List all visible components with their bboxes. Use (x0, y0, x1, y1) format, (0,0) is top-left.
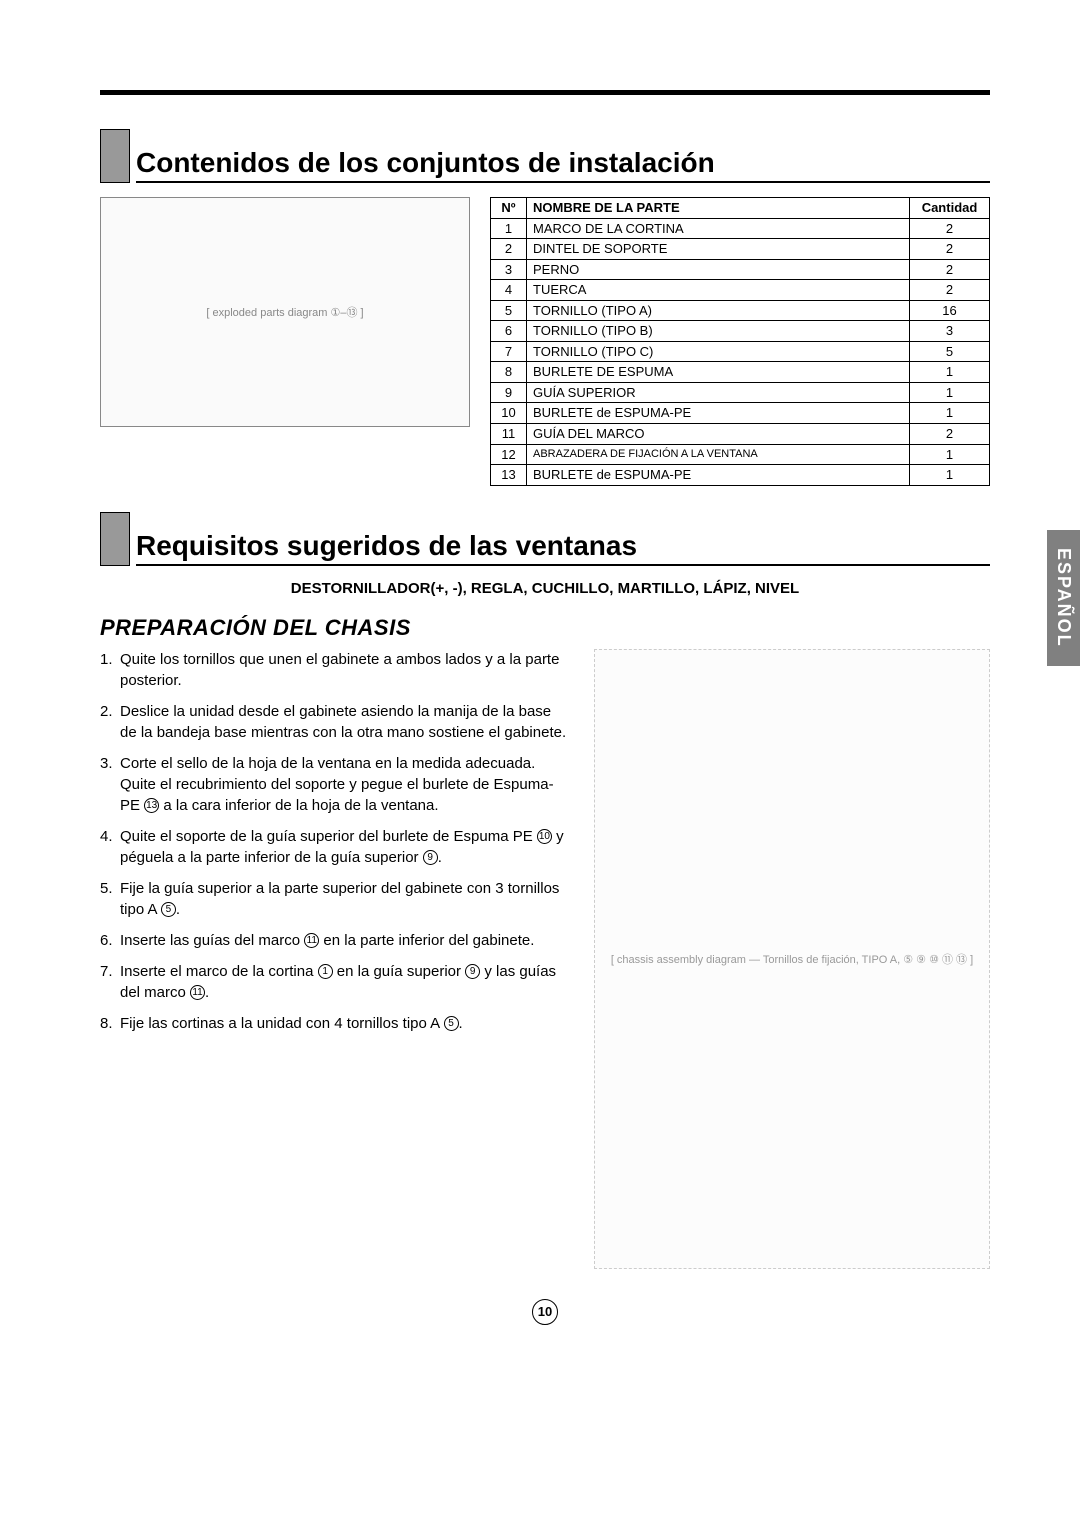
cell-num: 1 (491, 218, 527, 239)
ref-circled-11: 11 (304, 933, 319, 948)
instruction-step: Deslice la unidad desde el gabinete asie… (100, 701, 570, 743)
instruction-step: Quite los tornillos que unen el gabinete… (100, 649, 570, 691)
ref-circled-11: 11 (190, 985, 205, 1000)
section1-title: Contenidos de los conjuntos de instalaci… (136, 147, 990, 179)
cell-num: 2 (491, 239, 527, 260)
page-number: 10 (532, 1299, 558, 1325)
table-row: 10BURLETE de ESPUMA-PE1 (491, 403, 990, 424)
chassis-subheading: PREPARACIÓN DEL CHASIS (100, 615, 990, 641)
cell-name: GUÍA SUPERIOR (527, 382, 910, 403)
cell-qty: 1 (910, 362, 990, 383)
top-rule (100, 90, 990, 95)
section2-tab (100, 512, 130, 566)
cell-qty: 2 (910, 280, 990, 301)
instructions: Quite los tornillos que unen el gabinete… (100, 649, 570, 1269)
cell-name: MARCO DE LA CORTINA (527, 218, 910, 239)
cell-name: TORNILLO (TIPO A) (527, 300, 910, 321)
cell-name: TUERCA (527, 280, 910, 301)
section2-title-wrap: Requisitos sugeridos de las ventanas (136, 530, 990, 566)
language-side-tab: ESPAÑOL (1047, 530, 1080, 666)
table-row: 5TORNILLO (TIPO A)16 (491, 300, 990, 321)
cell-num: 6 (491, 321, 527, 342)
cell-num: 12 (491, 444, 527, 465)
cell-qty: 5 (910, 341, 990, 362)
instruction-step: Fije la guía superior a la parte superio… (100, 878, 570, 920)
instruction-step: Inserte el marco de la cortina 1 en la g… (100, 961, 570, 1003)
cell-name: BURLETE de ESPUMA-PE (527, 465, 910, 486)
ref-circled-13: 13 (144, 798, 159, 813)
cell-name: PERNO (527, 259, 910, 280)
table-row: 9GUÍA SUPERIOR1 (491, 382, 990, 403)
cell-qty: 1 (910, 444, 990, 465)
th-name: NOMBRE DE LA PARTE (527, 198, 910, 219)
parts-table: Nº NOMBRE DE LA PARTE Cantidad 1MARCO DE… (490, 197, 990, 486)
ref-circled-10: 10 (537, 829, 552, 844)
ref-circled-9: 9 (423, 850, 438, 865)
cell-name: DINTEL DE SOPORTE (527, 239, 910, 260)
cell-name: GUÍA DEL MARCO (527, 424, 910, 445)
cell-qty: 2 (910, 218, 990, 239)
section1-header: Contenidos de los conjuntos de instalaci… (100, 129, 990, 183)
cell-qty: 1 (910, 465, 990, 486)
parts-diagram: [ exploded parts diagram ①–⑬ ] (100, 197, 470, 427)
table-row: 3PERNO2 (491, 259, 990, 280)
th-qty: Cantidad (910, 198, 990, 219)
table-row: 13BURLETE de ESPUMA-PE1 (491, 465, 990, 486)
cell-name: BURLETE de ESPUMA-PE (527, 403, 910, 424)
page: Contenidos de los conjuntos de instalaci… (0, 0, 1080, 1385)
cell-num: 8 (491, 362, 527, 383)
cell-num: 9 (491, 382, 527, 403)
cell-qty: 2 (910, 239, 990, 260)
cell-num: 7 (491, 341, 527, 362)
table-row: 2DINTEL DE SOPORTE2 (491, 239, 990, 260)
cell-name: ABRAZADERA DE FIJACIÓN A LA VENTANA (527, 444, 910, 465)
ref-circled-5: 5 (161, 902, 176, 917)
instruction-step: Inserte las guías del marco 11 en la par… (100, 930, 570, 951)
section1-tab (100, 129, 130, 183)
instruction-step: Fije las cortinas a la unidad con 4 torn… (100, 1013, 570, 1034)
cell-qty: 2 (910, 424, 990, 445)
section2-header: Requisitos sugeridos de las ventanas (100, 512, 990, 566)
ref-circled-5: 5 (444, 1016, 459, 1031)
cell-qty: 1 (910, 382, 990, 403)
tools-line: DESTORNILLADOR(+, -), REGLA, CUCHILLO, M… (100, 580, 990, 597)
table-row: 4TUERCA2 (491, 280, 990, 301)
table-row: 12ABRAZADERA DE FIJACIÓN A LA VENTANA1 (491, 444, 990, 465)
cell-qty: 1 (910, 403, 990, 424)
cell-num: 10 (491, 403, 527, 424)
cell-qty: 16 (910, 300, 990, 321)
section2-title: Requisitos sugeridos de las ventanas (136, 530, 990, 562)
cell-num: 11 (491, 424, 527, 445)
assembly-diagram: [ chassis assembly diagram — Tornillos d… (594, 649, 990, 1269)
cell-num: 5 (491, 300, 527, 321)
section1-title-wrap: Contenidos de los conjuntos de instalaci… (136, 147, 990, 183)
parts-table-header-row: Nº NOMBRE DE LA PARTE Cantidad (491, 198, 990, 219)
ref-circled-1: 1 (318, 964, 333, 979)
table-row: 8BURLETE DE ESPUMA1 (491, 362, 990, 383)
instruction-step: Quite el soporte de la guía superior del… (100, 826, 570, 868)
section1-body: [ exploded parts diagram ①–⑬ ] Nº NOMBRE… (100, 197, 990, 486)
cell-num: 13 (491, 465, 527, 486)
cell-name: BURLETE DE ESPUMA (527, 362, 910, 383)
th-num: Nº (491, 198, 527, 219)
ref-circled-9: 9 (465, 964, 480, 979)
table-row: 1MARCO DE LA CORTINA2 (491, 218, 990, 239)
cell-qty: 3 (910, 321, 990, 342)
cell-name: TORNILLO (TIPO B) (527, 321, 910, 342)
section2-body: Quite los tornillos que unen el gabinete… (100, 649, 990, 1269)
table-row: 6TORNILLO (TIPO B)3 (491, 321, 990, 342)
cell-num: 4 (491, 280, 527, 301)
table-row: 7TORNILLO (TIPO C)5 (491, 341, 990, 362)
cell-qty: 2 (910, 259, 990, 280)
table-row: 11GUÍA DEL MARCO2 (491, 424, 990, 445)
instruction-step: Corte el sello de la hoja de la ventana … (100, 753, 570, 816)
cell-num: 3 (491, 259, 527, 280)
cell-name: TORNILLO (TIPO C) (527, 341, 910, 362)
